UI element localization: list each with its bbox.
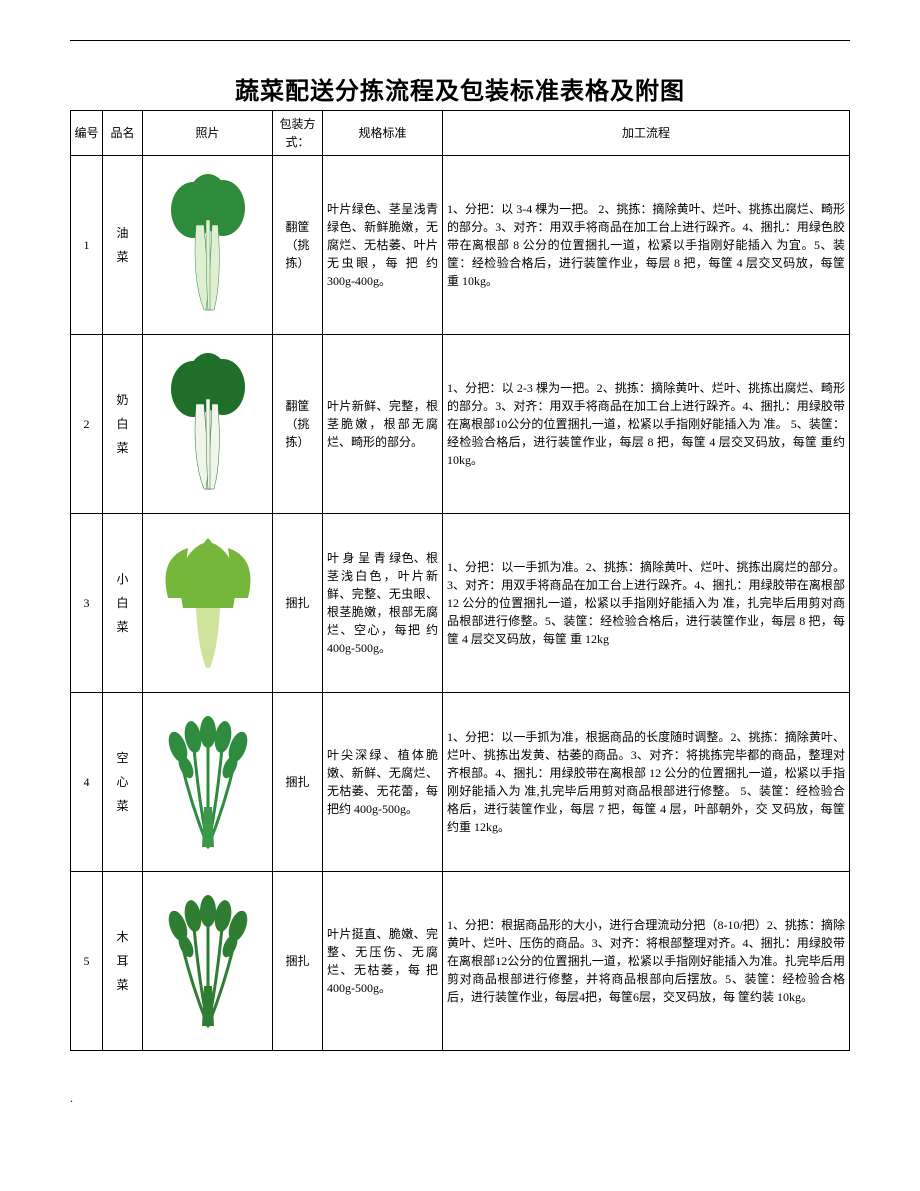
- cell-id: 4: [71, 693, 103, 872]
- name-char: 菜: [116, 439, 128, 457]
- top-rule: [70, 40, 850, 41]
- cell-spec: 叶 身 呈 青 绿色、根茎浅白色，叶片新鲜、完整、无虫眼、根茎脆嫩，根部无腐烂、…: [323, 514, 443, 693]
- table-row: 5木耳菜 捆扎叶片挺直、脆嫩、完整、无压伤、无腐烂、无枯萎，每 把 400g-5…: [71, 872, 850, 1051]
- col-photo: 照片: [143, 111, 273, 156]
- name-char: 菜: [116, 797, 128, 815]
- table-row: 1油菜 翻筐（挑拣）叶片绿色、茎呈浅青绿色、新鲜脆嫩，无腐烂、无枯萎、叶片无虫眼…: [71, 156, 850, 335]
- cell-pack: 翻筐（挑拣）: [273, 156, 323, 335]
- name-char: 白: [116, 415, 128, 433]
- name-char: 心: [116, 773, 128, 791]
- cell-photo: [143, 514, 273, 693]
- table-head: 编号 品名 照片 包装方式： 规格标准 加工流程: [71, 111, 850, 156]
- col-pack: 包装方式：: [273, 111, 323, 156]
- name-char: 奶: [116, 391, 128, 409]
- name-char: 油: [116, 224, 128, 242]
- cell-photo: [143, 335, 273, 514]
- cell-proc: 1、分把：根据商品形的大小，进行合理流动分把（8-10/把）2、挑拣：摘除黄叶、…: [443, 872, 850, 1051]
- cell-name: 小白菜: [103, 514, 143, 693]
- name-char: 菜: [116, 618, 128, 636]
- name-char: 小: [116, 570, 128, 588]
- name-char: 菜: [116, 248, 128, 266]
- cell-id: 2: [71, 335, 103, 514]
- spec-table: 编号 品名 照片 包装方式： 规格标准 加工流程 1油菜 翻筐（挑拣）叶片绿色、…: [70, 110, 850, 1051]
- table-row: 4空心菜 捆扎叶尖深绿、植体脆嫩、新鲜、无腐烂、无枯萎、无花蕾，每把约 400g…: [71, 693, 850, 872]
- cell-spec: 叶片新鲜、完整，根茎脆嫩，根部无腐烂、畸形的部分。: [323, 335, 443, 514]
- table-row: 2奶白菜 翻筐（挑拣）叶片新鲜、完整，根茎脆嫩，根部无腐烂、畸形的部分。1、分把…: [71, 335, 850, 514]
- cell-name: 空心菜: [103, 693, 143, 872]
- cell-spec: 叶片绿色、茎呈浅青绿色、新鲜脆嫩，无腐烂、无枯萎、叶片无虫眼，每 把 约 300…: [323, 156, 443, 335]
- cell-spec: 叶片挺直、脆嫩、完整、无压伤、无腐烂、无枯萎，每 把 400g-500g。: [323, 872, 443, 1051]
- name-char: 木: [116, 928, 128, 946]
- name-char: 空: [116, 749, 128, 767]
- cell-name: 奶白菜: [103, 335, 143, 514]
- cell-spec: 叶尖深绿、植体脆嫩、新鲜、无腐烂、无枯萎、无花蕾，每把约 400g-500g。: [323, 693, 443, 872]
- col-name: 品名: [103, 111, 143, 156]
- page: 蔬菜配送分拣流程及包装标准表格及附图 编号 品名 照片 包装方式： 规格标准 加…: [0, 0, 920, 1146]
- name-char: 耳: [116, 952, 128, 970]
- footer-mark: .: [70, 1091, 850, 1106]
- cell-proc: 1、分把：以 2-3 棵为一把。2、挑拣：摘除黄叶、烂叶、挑拣出腐烂、畸形的部分…: [443, 335, 850, 514]
- col-proc: 加工流程: [443, 111, 850, 156]
- cell-proc: 1、分把：以一手抓为准。2、挑拣：摘除黄叶、烂叶、挑拣出腐烂的部分。3、对齐：用…: [443, 514, 850, 693]
- cell-proc: 1、分把：以一手抓为准，根据商品的长度随时调整。2、挑拣：摘除黄叶、烂叶、挑拣出…: [443, 693, 850, 872]
- cell-proc: 1、分把：以 3-4 棵为一把。 2、挑拣：摘除黄叶、烂叶、挑拣出腐烂、畸形的部…: [443, 156, 850, 335]
- cell-photo: [143, 156, 273, 335]
- cell-id: 3: [71, 514, 103, 693]
- cell-pack: 捆扎: [273, 693, 323, 872]
- cell-pack: 捆扎: [273, 514, 323, 693]
- col-spec: 规格标准: [323, 111, 443, 156]
- cell-id: 1: [71, 156, 103, 335]
- cell-photo: [143, 872, 273, 1051]
- cell-photo: [143, 693, 273, 872]
- table-body: 1油菜 翻筐（挑拣）叶片绿色、茎呈浅青绿色、新鲜脆嫩，无腐烂、无枯萎、叶片无虫眼…: [71, 156, 850, 1051]
- table-row: 3小白菜 捆扎叶 身 呈 青 绿色、根茎浅白色，叶片新鲜、完整、无虫眼、根茎脆嫩…: [71, 514, 850, 693]
- cell-name: 木耳菜: [103, 872, 143, 1051]
- name-char: 菜: [116, 976, 128, 994]
- col-id: 编号: [71, 111, 103, 156]
- name-char: 白: [116, 594, 128, 612]
- cell-id: 5: [71, 872, 103, 1051]
- cell-pack: 捆扎: [273, 872, 323, 1051]
- cell-name: 油菜: [103, 156, 143, 335]
- cell-pack: 翻筐（挑拣）: [273, 335, 323, 514]
- page-title: 蔬菜配送分拣流程及包装标准表格及附图: [70, 71, 850, 106]
